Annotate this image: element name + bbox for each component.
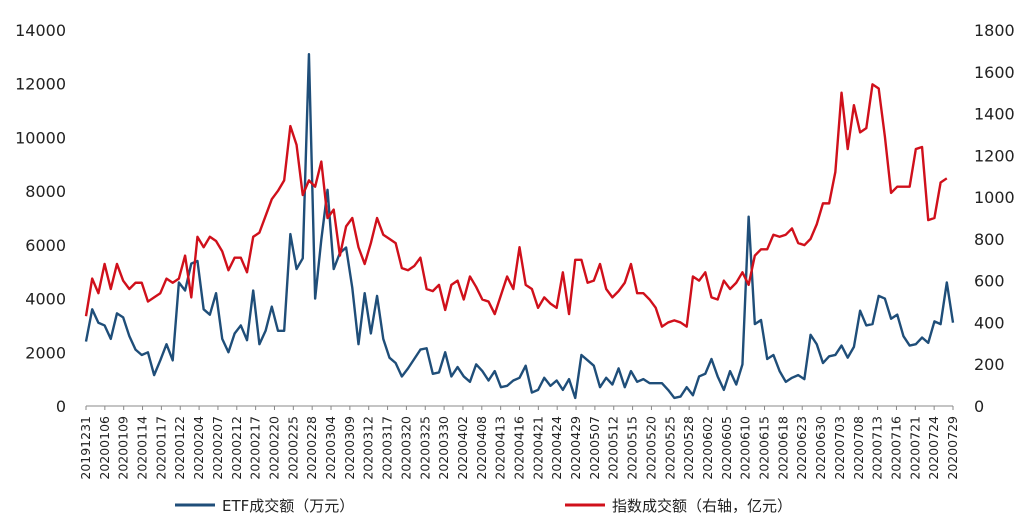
x-axis-ticks: 20191231 20200106 20200109 20200114 20200117… xyxy=(78,406,960,480)
x-tick-label: 20200204 xyxy=(191,416,206,480)
x-tick-label: 20200507 xyxy=(587,416,602,480)
x-tick-label: 20200312 xyxy=(361,416,376,480)
x-tick-label: 20200106 xyxy=(97,416,112,480)
x-tick-label: 20200708 xyxy=(851,416,866,480)
x-tick-label: 20200413 xyxy=(493,416,508,480)
x-tick-label: 20200207 xyxy=(210,416,225,480)
x-tick-label: 20200713 xyxy=(870,416,885,480)
x-tick-label: 20200317 xyxy=(380,416,395,480)
right-tick-label: 1600 xyxy=(974,63,1015,82)
x-tick-label: 20200721 xyxy=(907,416,922,480)
x-tick-label: 20200630 xyxy=(813,416,828,480)
x-tick-label: 20200618 xyxy=(775,416,790,480)
x-tick-label: 20200703 xyxy=(832,416,847,480)
x-tick-label: 20200429 xyxy=(568,416,583,480)
x-tick-label: 20200416 xyxy=(512,416,527,480)
x-tick-label: 20200122 xyxy=(172,416,187,480)
x-tick-label: 20200220 xyxy=(266,416,281,480)
right-tick-label: 1000 xyxy=(974,188,1015,207)
right-tick-label: 600 xyxy=(974,272,1005,291)
x-tick-label: 20200512 xyxy=(606,416,621,480)
right-tick-label: 1800 xyxy=(974,21,1015,40)
left-tick-label: 12000 xyxy=(15,75,66,94)
right-tick-label: 1400 xyxy=(974,105,1015,124)
x-tick-label: 20200525 xyxy=(662,416,677,480)
right-tick-label: 1200 xyxy=(974,146,1015,165)
legend: ETF成交额（万元） 指数成交额（右轴，亿元） xyxy=(175,497,792,515)
left-tick-label: 10000 xyxy=(15,128,66,147)
right-tick-label: 0 xyxy=(974,397,984,416)
x-tick-label: 20200408 xyxy=(474,416,489,480)
right-tick-label: 400 xyxy=(974,313,1005,332)
etf-turnover-line xyxy=(84,52,955,400)
right-axis-ticks: 0 200 400 600 800 1000 1200 1400 1600 1800 xyxy=(974,21,1015,416)
x-tick-label: 20200320 xyxy=(398,416,413,480)
left-tick-label: 4000 xyxy=(25,290,66,309)
x-tick-label: 20200330 xyxy=(436,416,451,480)
x-tick-label: 20200304 xyxy=(323,416,338,480)
left-tick-label: 2000 xyxy=(25,343,66,362)
x-tick-label: 20200729 xyxy=(945,416,960,480)
left-tick-label: 6000 xyxy=(25,236,66,255)
left-tick-label: 0 xyxy=(56,397,66,416)
series-lines xyxy=(84,52,955,400)
x-tick-label: 20200520 xyxy=(643,416,658,480)
x-tick-label: 20200610 xyxy=(738,416,753,480)
x-tick-label: 20200117 xyxy=(153,416,168,480)
left-tick-label: 14000 xyxy=(15,21,66,40)
x-tick-label: 20200724 xyxy=(926,416,941,480)
x-tick-label: 20200424 xyxy=(549,416,564,480)
x-tick-label: 20200515 xyxy=(625,416,640,480)
x-tick-label: 20200228 xyxy=(304,416,319,480)
index-turnover-line xyxy=(84,83,948,328)
x-tick-label: 20200615 xyxy=(757,416,772,480)
x-tick-label: 20200421 xyxy=(530,416,545,480)
x-tick-label: 20200114 xyxy=(135,416,150,480)
x-tick-label: 20200212 xyxy=(229,416,244,480)
legend-label-index: 指数成交额（右轴，亿元） xyxy=(612,497,792,515)
x-tick-label: 20200217 xyxy=(248,416,263,480)
x-tick-label: 20200528 xyxy=(681,416,696,480)
x-tick-label: 20200402 xyxy=(455,416,470,480)
x-tick-label: 20200109 xyxy=(116,416,131,480)
legend-label-etf: ETF成交额（万元） xyxy=(222,497,354,515)
x-tick-label: 20200325 xyxy=(417,416,432,480)
right-tick-label: 800 xyxy=(974,230,1005,249)
x-tick-label: 20191231 xyxy=(78,416,93,480)
right-tick-label: 200 xyxy=(974,355,1005,374)
x-tick-label: 20200309 xyxy=(342,416,357,480)
x-tick-label: 20200716 xyxy=(888,416,903,480)
left-axis-ticks: 0 2000 4000 6000 8000 10000 12000 14000 xyxy=(15,21,66,416)
x-tick-label: 20200602 xyxy=(700,416,715,480)
x-tick-label: 20200225 xyxy=(285,416,300,480)
left-tick-label: 8000 xyxy=(25,182,66,201)
x-tick-label: 20200623 xyxy=(794,416,809,480)
x-tick-label: 20200605 xyxy=(719,416,734,480)
